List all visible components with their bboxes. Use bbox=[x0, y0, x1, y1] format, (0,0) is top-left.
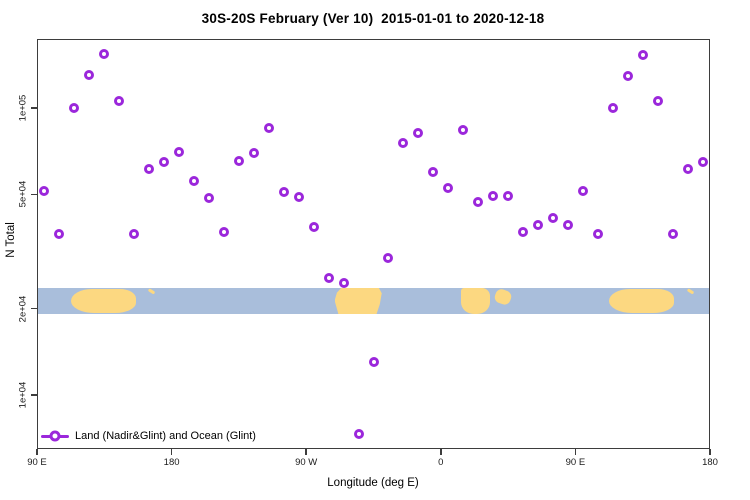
data-point bbox=[144, 163, 155, 174]
data-point bbox=[533, 220, 543, 231]
data-point bbox=[443, 183, 454, 194]
data-point bbox=[682, 163, 693, 174]
land-south-america bbox=[334, 288, 382, 314]
plot-area-border bbox=[37, 39, 710, 449]
data-point bbox=[84, 70, 95, 81]
data-point bbox=[652, 95, 663, 106]
data-point bbox=[592, 228, 603, 239]
land-africa bbox=[460, 288, 491, 314]
data-point bbox=[174, 146, 185, 157]
y-tick bbox=[31, 193, 37, 196]
land-new-caledonia-2 bbox=[686, 288, 695, 295]
x-tick bbox=[574, 449, 577, 455]
x-axis-label: Longitude (deg E) bbox=[327, 477, 419, 489]
data-point bbox=[308, 221, 319, 232]
y-tick bbox=[31, 307, 37, 310]
data-point bbox=[637, 49, 648, 60]
data-point bbox=[562, 220, 573, 231]
data-point bbox=[218, 226, 229, 237]
data-point bbox=[99, 49, 110, 60]
data-point bbox=[697, 156, 708, 167]
data-point bbox=[473, 197, 484, 208]
world-map-strip bbox=[38, 288, 709, 314]
chart-title: 30S-20S February (Ver 10) 2015-01-01 to … bbox=[201, 11, 545, 26]
y-tick-label: 2e+04 bbox=[17, 295, 29, 322]
x-tick-label: 180 bbox=[163, 457, 180, 468]
x-tick-label: 90 W bbox=[295, 457, 318, 468]
data-point bbox=[233, 155, 244, 166]
data-point bbox=[428, 166, 439, 177]
x-tick bbox=[36, 449, 38, 455]
land-madagascar bbox=[493, 288, 514, 307]
data-point bbox=[503, 190, 514, 201]
data-point bbox=[114, 95, 125, 106]
land-australia-2 bbox=[609, 289, 675, 313]
data-point bbox=[413, 128, 424, 139]
data-point bbox=[203, 193, 214, 204]
data-point bbox=[518, 226, 529, 237]
y-tick-label: 1e+05 bbox=[17, 94, 29, 122]
y-tick bbox=[31, 107, 37, 109]
data-point bbox=[622, 71, 633, 82]
x-tick bbox=[170, 449, 173, 455]
x-tick-label: 90 E bbox=[565, 457, 586, 468]
data-point bbox=[263, 122, 274, 133]
land-australia bbox=[70, 289, 136, 313]
data-point bbox=[293, 191, 304, 202]
x-tick-label: 180 bbox=[702, 457, 718, 468]
x-tick-label: 0 bbox=[438, 457, 444, 468]
data-point bbox=[577, 185, 588, 196]
legend-label: Land (Nadir&Glint) and Ocean (Glint) bbox=[75, 430, 256, 442]
data-point bbox=[488, 190, 499, 201]
legend-marker-circle-icon bbox=[49, 430, 61, 442]
data-point bbox=[129, 228, 140, 239]
land-new-caledonia bbox=[148, 288, 157, 295]
data-point bbox=[547, 212, 558, 223]
data-point bbox=[458, 124, 469, 135]
y-tick-label: 1e+04 bbox=[17, 381, 29, 409]
data-point bbox=[54, 228, 65, 239]
data-point bbox=[39, 185, 50, 196]
y-tick bbox=[31, 394, 37, 396]
data-point bbox=[398, 138, 409, 149]
data-point bbox=[323, 273, 334, 284]
x-tick bbox=[305, 449, 307, 455]
data-point bbox=[159, 156, 170, 167]
x-tick-label: 90 E bbox=[27, 457, 47, 468]
data-point bbox=[278, 186, 289, 197]
x-tick bbox=[709, 449, 711, 455]
data-point bbox=[353, 429, 364, 440]
x-tick bbox=[440, 449, 442, 455]
data-point bbox=[368, 357, 379, 368]
data-point bbox=[383, 253, 394, 264]
y-tick-label: 5e+04 bbox=[17, 181, 29, 208]
y-axis-label: N Total bbox=[5, 222, 17, 258]
data-point bbox=[607, 103, 618, 113]
data-point bbox=[248, 148, 259, 159]
data-point bbox=[69, 103, 80, 113]
data-point bbox=[667, 228, 678, 239]
data-point bbox=[189, 176, 200, 187]
data-point bbox=[338, 278, 349, 289]
